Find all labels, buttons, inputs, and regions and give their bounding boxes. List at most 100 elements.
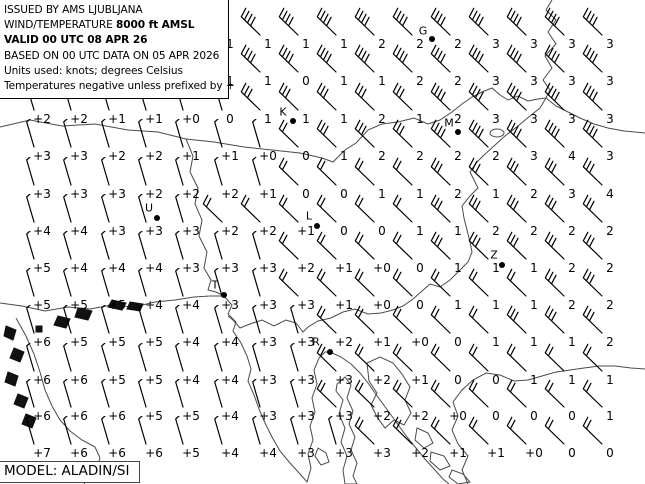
wind-barb-icon <box>214 305 223 334</box>
temperature-label: +6 <box>70 409 88 423</box>
wind-barb-icon <box>252 119 261 148</box>
wind-barb-icon <box>290 305 299 334</box>
temperature-label: 2 <box>606 335 614 349</box>
lagoon-blob-4 <box>21 413 37 429</box>
wind-barb-icon <box>468 231 489 260</box>
wind-barb-icon <box>392 305 413 334</box>
temperature-label: 1 <box>378 74 386 88</box>
wind-barb-icon <box>240 7 261 36</box>
temperature-label: 1 <box>416 112 424 126</box>
island-krk <box>366 356 412 429</box>
wind-barb-icon <box>544 343 565 372</box>
temperature-label: +4 <box>33 224 51 238</box>
lagoon-blob-0 <box>3 325 17 341</box>
temperature-label: +1 <box>221 149 239 163</box>
temperature-label: 0 <box>568 409 576 423</box>
temperature-label: 2 <box>568 224 576 238</box>
wind-barb-icon <box>468 194 489 223</box>
wind-barb-icon <box>175 343 184 372</box>
wind-barb-icon <box>354 305 375 334</box>
wind-barb-icon <box>430 7 451 36</box>
wind-barb-icon <box>26 157 35 186</box>
wind-barb-icon <box>544 44 565 73</box>
temperature-label: +0 <box>182 112 200 126</box>
temperature-label: 3 <box>606 37 614 51</box>
wind-barb-icon <box>63 157 72 186</box>
wind-barb-icon <box>63 119 72 148</box>
wind-barb-icon <box>582 194 603 223</box>
wind-barb-icon <box>430 157 451 186</box>
temperature-label: 0 <box>454 373 462 387</box>
wind-barb-icon <box>468 379 489 408</box>
temperature-label: 0 <box>606 446 614 460</box>
wind-barb-icon <box>175 268 184 297</box>
station-label: T <box>211 278 219 292</box>
temperature-label: +6 <box>33 373 51 387</box>
temperature-label: +1 <box>145 112 163 126</box>
temperature-label: +5 <box>70 298 88 312</box>
temperature-label: +1 <box>182 149 200 163</box>
wind-barb-icon <box>101 119 110 148</box>
temperature-label: +5 <box>108 298 126 312</box>
temperature-label: 0 <box>416 298 424 312</box>
wind-barb-icon <box>26 119 35 148</box>
temperature-label: +4 <box>182 335 200 349</box>
wind-barb-icon <box>101 343 110 372</box>
temperature-label: 3 <box>568 187 576 201</box>
wind-barb-icon <box>316 268 337 297</box>
temperature-label: 3 <box>568 112 576 126</box>
temperature-label: +6 <box>33 335 51 349</box>
temperature-label: +3 <box>335 446 353 460</box>
temperature-label: +2 <box>259 224 277 238</box>
wind-barb-icon <box>506 7 527 36</box>
issued-by-line: ISSUED BY AMS LJUBLJANA <box>4 4 143 16</box>
temperature-label: 0 <box>492 409 500 423</box>
station-dot <box>314 223 320 229</box>
temperature-label: 1 <box>568 335 576 349</box>
wind-barb-icon <box>26 379 35 408</box>
wind-barb-icon <box>468 44 489 73</box>
wind-barb-icon <box>63 231 72 260</box>
temperature-label: 2 <box>378 37 386 51</box>
temperature-label: +1 <box>108 112 126 126</box>
temperature-label: 3 <box>492 37 500 51</box>
station-dot <box>429 36 435 42</box>
wind-barb-icon <box>506 82 527 111</box>
temperature-label: 2 <box>492 149 500 163</box>
wind-barb-icon <box>316 157 337 186</box>
station-dot <box>154 215 160 221</box>
temperature-label: 1 <box>492 187 500 201</box>
lagoon-blob-3 <box>13 393 29 409</box>
temperature-label: 0 <box>568 446 576 460</box>
wind-barb-icon <box>214 268 223 297</box>
wind-barb-icon <box>506 379 527 408</box>
wind-barb-icon <box>278 7 299 36</box>
temperature-label: 2 <box>530 224 538 238</box>
temperature-label: 1 <box>340 112 348 126</box>
temperature-label: 1 <box>530 261 538 275</box>
based-on-line: BASED ON 00 UTC DATA ON 05 APR 2026 <box>4 49 220 62</box>
temperature-label: 1 <box>416 187 424 201</box>
temperature-label: +2 <box>297 261 315 275</box>
temperature-label: 0 <box>378 224 386 238</box>
wind-barb-icon <box>316 231 337 260</box>
coast-venice-barrier <box>15 317 96 448</box>
wind-barb-icon <box>582 343 603 372</box>
wind-barb-icon <box>582 119 603 148</box>
temperature-label: +0 <box>373 261 391 275</box>
wind-barb-icon <box>430 231 451 260</box>
wind-barb-icon <box>214 416 223 445</box>
wind-barb-icon <box>316 343 337 372</box>
station-dot <box>499 262 505 268</box>
wind-barb-icon <box>506 194 527 223</box>
temperature-label: +3 <box>108 224 126 238</box>
wind-barb-icon <box>252 305 261 334</box>
temperature-label: 3 <box>530 37 538 51</box>
temperature-label: 3 <box>530 74 538 88</box>
island-small-2 <box>429 451 451 471</box>
wind-barb-icon <box>430 379 451 408</box>
temperature-label: 1 <box>264 37 272 51</box>
wind-barb-icon <box>354 194 375 223</box>
wind-barb-icon <box>316 7 337 36</box>
temperature-label: 2 <box>454 187 462 201</box>
